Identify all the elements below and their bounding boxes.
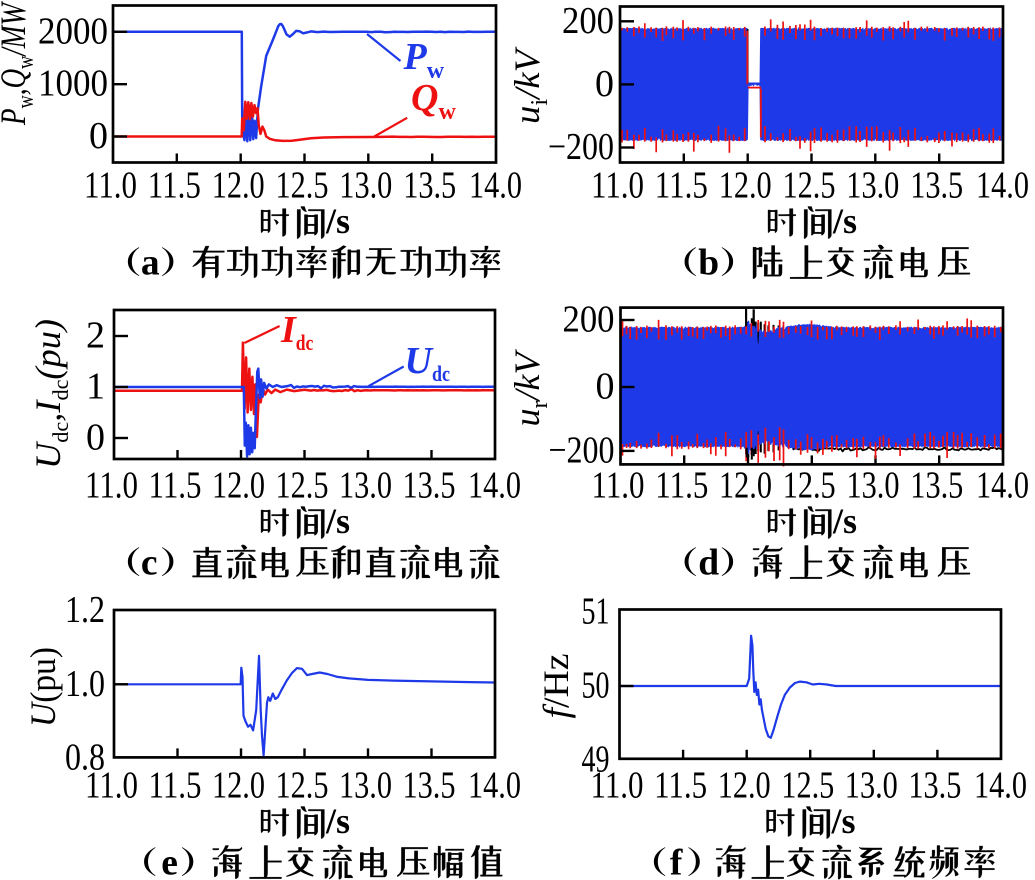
svg-text:Qw: Qw bbox=[411, 77, 456, 125]
svg-text:13.0: 13.0 bbox=[846, 165, 899, 207]
svg-text:11.0: 11.0 bbox=[84, 165, 137, 207]
svg-text:13.5: 13.5 bbox=[403, 165, 456, 207]
svg-text:12.5: 12.5 bbox=[783, 165, 836, 207]
svg-text:−200: −200 bbox=[549, 429, 615, 471]
svg-text:13.0: 13.0 bbox=[339, 165, 392, 207]
svg-text:14.0: 14.0 bbox=[468, 465, 521, 507]
svg-text:−200: −200 bbox=[548, 126, 614, 168]
svg-text:1.2: 1.2 bbox=[65, 589, 105, 631]
svg-text:12.0: 12.0 bbox=[212, 765, 265, 807]
svg-text:14.0: 14.0 bbox=[976, 465, 1029, 507]
svg-text:1000: 1000 bbox=[38, 63, 108, 105]
svg-text:e: e bbox=[161, 843, 178, 880]
svg-text:f/Hz: f/Hz bbox=[536, 654, 576, 719]
svg-text:2000: 2000 bbox=[38, 10, 108, 52]
svg-text:d: d bbox=[698, 543, 719, 584]
svg-text:12.0: 12.0 bbox=[719, 165, 772, 207]
svg-text:12.5: 12.5 bbox=[783, 465, 836, 507]
svg-text:13.5: 13.5 bbox=[403, 765, 456, 807]
svg-text:/s: /s bbox=[832, 501, 857, 541]
svg-text:/s: /s bbox=[831, 801, 856, 841]
svg-text:b: b bbox=[698, 243, 719, 284]
svg-text:f: f bbox=[670, 843, 683, 880]
svg-text:a: a bbox=[141, 243, 160, 284]
svg-text:13.5: 13.5 bbox=[910, 165, 963, 207]
svg-text:11.5: 11.5 bbox=[655, 465, 708, 507]
svg-text:11.0: 11.0 bbox=[85, 765, 138, 807]
svg-text:/s: /s bbox=[325, 201, 350, 241]
svg-text:14.0: 14.0 bbox=[468, 765, 521, 807]
svg-text:/s: /s bbox=[325, 501, 350, 541]
svg-text:c: c bbox=[141, 543, 158, 584]
svg-text:11.0: 11.0 bbox=[592, 465, 645, 507]
svg-text:200: 200 bbox=[562, 0, 614, 42]
svg-text:13.0: 13.0 bbox=[339, 465, 392, 507]
svg-text:ui/kV: ui/kV bbox=[507, 46, 553, 124]
svg-text:200: 200 bbox=[563, 299, 615, 341]
svg-text:14.0: 14.0 bbox=[469, 165, 522, 207]
svg-text:12.0: 12.0 bbox=[212, 465, 265, 507]
svg-text:13.5: 13.5 bbox=[908, 765, 961, 807]
svg-text:ur/kV: ur/kV bbox=[507, 349, 553, 427]
svg-text:11.0: 11.0 bbox=[591, 165, 644, 207]
svg-text:0: 0 bbox=[89, 115, 108, 157]
svg-text:12.5: 12.5 bbox=[276, 465, 329, 507]
svg-text:0: 0 bbox=[595, 63, 614, 105]
svg-text:12.0: 12.0 bbox=[718, 765, 771, 807]
svg-text:11.5: 11.5 bbox=[148, 165, 201, 207]
svg-text:/s: /s bbox=[832, 201, 857, 241]
svg-text:11.5: 11.5 bbox=[654, 765, 707, 807]
svg-text:/s: /s bbox=[325, 801, 350, 841]
svg-text:49: 49 bbox=[582, 739, 610, 781]
svg-text:13.0: 13.0 bbox=[845, 765, 898, 807]
svg-text:13.0: 13.0 bbox=[339, 765, 392, 807]
svg-text:14.0: 14.0 bbox=[974, 765, 1027, 807]
svg-text:13.5: 13.5 bbox=[910, 465, 963, 507]
svg-text:11.0: 11.0 bbox=[85, 465, 138, 507]
svg-text:13.5: 13.5 bbox=[403, 465, 456, 507]
svg-text:12.5: 12.5 bbox=[781, 765, 834, 807]
svg-text:U(pu): U(pu) bbox=[23, 647, 63, 727]
svg-text:14.0: 14.0 bbox=[976, 165, 1029, 207]
svg-text:12.5: 12.5 bbox=[276, 765, 329, 807]
svg-text:50: 50 bbox=[582, 665, 610, 707]
svg-text:0.8: 0.8 bbox=[65, 737, 105, 779]
svg-text:11.5: 11.5 bbox=[655, 165, 708, 207]
svg-text:11.5: 11.5 bbox=[149, 765, 202, 807]
svg-text:11.5: 11.5 bbox=[149, 465, 202, 507]
svg-text:0: 0 bbox=[86, 417, 105, 459]
svg-text:1.0: 1.0 bbox=[65, 663, 105, 705]
svg-text:2: 2 bbox=[86, 315, 105, 357]
svg-text:12.5: 12.5 bbox=[276, 165, 329, 207]
svg-text:11.0: 11.0 bbox=[591, 765, 644, 807]
svg-text:13.0: 13.0 bbox=[847, 465, 900, 507]
svg-text:12.0: 12.0 bbox=[212, 165, 265, 207]
svg-text:51: 51 bbox=[582, 591, 610, 633]
svg-text:0: 0 bbox=[596, 366, 615, 408]
svg-text:12.0: 12.0 bbox=[719, 465, 772, 507]
svg-text:1: 1 bbox=[86, 366, 105, 408]
